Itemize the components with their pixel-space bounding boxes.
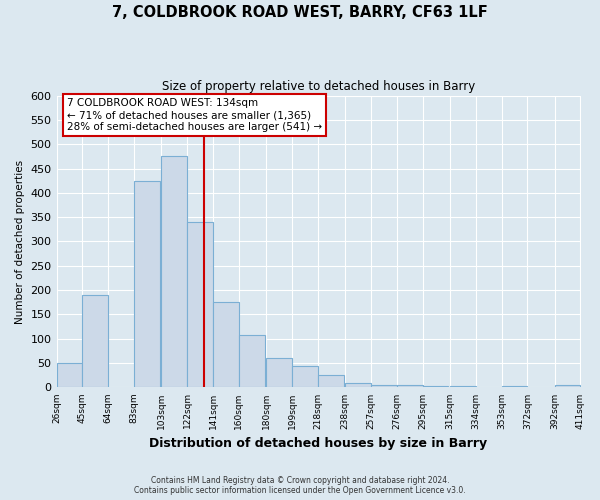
Bar [502,386,527,388]
Bar [239,336,265,388]
Bar [397,385,422,388]
Bar [318,376,344,388]
Text: 7, COLDBROOK ROAD WEST, BARRY, CF63 1LF: 7, COLDBROOK ROAD WEST, BARRY, CF63 1LF [112,5,488,20]
Bar [292,366,318,388]
X-axis label: Distribution of detached houses by size in Barry: Distribution of detached houses by size … [149,437,488,450]
Bar [134,180,160,388]
Bar [371,385,397,388]
Title: Size of property relative to detached houses in Barry: Size of property relative to detached ho… [162,80,475,93]
Bar [554,385,580,388]
Bar [82,295,108,388]
Bar [213,302,239,388]
Bar [422,386,448,388]
Y-axis label: Number of detached properties: Number of detached properties [15,160,25,324]
Bar [56,363,82,388]
Bar [345,382,371,388]
Text: 7 COLDBROOK ROAD WEST: 134sqm
← 71% of detached houses are smaller (1,365)
28% o: 7 COLDBROOK ROAD WEST: 134sqm ← 71% of d… [67,98,322,132]
Bar [266,358,292,388]
Bar [161,156,187,388]
Text: Contains HM Land Registry data © Crown copyright and database right 2024.
Contai: Contains HM Land Registry data © Crown c… [134,476,466,495]
Bar [450,386,476,388]
Bar [187,222,213,388]
